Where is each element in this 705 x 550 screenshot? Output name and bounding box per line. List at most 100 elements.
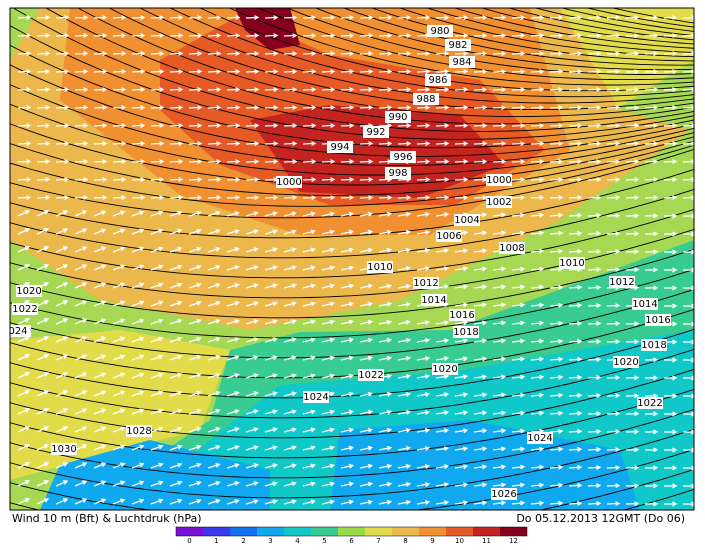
wind-arrow — [435, 105, 450, 111]
wind-arrow — [93, 480, 107, 487]
wind-arrow — [169, 87, 184, 93]
wind-arrow — [245, 87, 260, 93]
wind-arrow — [397, 15, 412, 21]
wind-arrow — [131, 87, 146, 93]
wind-arrow — [93, 246, 107, 253]
wind-arrow — [36, 105, 51, 111]
wind-arrow — [112, 105, 127, 111]
wind-arrow — [530, 230, 545, 236]
wind-arrow — [606, 321, 621, 327]
isobar-label-bg — [427, 25, 453, 37]
wind-arrow — [492, 464, 507, 470]
wind-arrow — [416, 356, 431, 361]
wind-arrow — [416, 51, 431, 57]
wind-arrow — [530, 356, 545, 362]
wind-arrow — [568, 428, 583, 434]
wind-arrow — [625, 231, 640, 237]
wind-arrow — [226, 463, 240, 469]
wind-arrow — [416, 212, 431, 217]
isobar-label: 1030 — [51, 444, 76, 455]
wind-arrow — [359, 319, 374, 325]
wind-arrow — [340, 159, 355, 165]
wind-arrow — [131, 141, 146, 147]
wind-arrow — [416, 15, 431, 21]
isobar-label-bg — [327, 141, 353, 153]
wind-arrow — [644, 447, 659, 453]
wind-arrow — [587, 141, 602, 147]
wind-arrow — [188, 246, 202, 253]
wind-arrow — [36, 177, 51, 183]
wind-arrow — [340, 499, 355, 505]
wind-arrow — [473, 410, 488, 416]
wind-arrow — [587, 465, 602, 470]
wind-arrow — [188, 69, 203, 75]
wind-arrow — [226, 247, 240, 253]
wind-arrow — [264, 195, 279, 201]
wind-arrow — [378, 105, 393, 111]
wind-arrow — [473, 266, 488, 272]
wind-arrow — [264, 463, 278, 469]
wind-arrow — [530, 69, 545, 75]
wind-arrow — [207, 282, 221, 289]
isobar-label: 984 — [452, 57, 471, 68]
wind-arrow — [226, 229, 240, 235]
isobar-label-bg — [390, 151, 416, 163]
wind-arrow — [549, 123, 564, 129]
wind-arrow — [378, 51, 393, 57]
wind-arrow — [378, 211, 393, 217]
wind-arrow — [587, 267, 602, 272]
wind-arrow — [36, 426, 50, 433]
wind-arrow — [283, 445, 297, 451]
wind-arrow — [454, 428, 469, 434]
isobar-label: 996 — [393, 152, 412, 163]
wind-arrow — [283, 301, 297, 307]
wind-arrow — [17, 141, 32, 147]
wind-arrow — [378, 481, 393, 487]
isobar-label-bg — [432, 363, 458, 375]
wind-arrow — [245, 51, 260, 57]
wind-arrow — [492, 410, 507, 416]
wind-arrow — [435, 159, 450, 165]
wind-arrow — [549, 500, 564, 506]
wind-arrow — [245, 105, 260, 111]
wind-arrow — [549, 482, 564, 488]
wind-arrow — [473, 248, 488, 254]
wind-arrow — [397, 105, 412, 111]
wind-arrow — [492, 374, 507, 380]
wind-arrow — [473, 302, 488, 308]
wind-arrow — [112, 264, 126, 271]
wind-arrow — [131, 210, 145, 217]
wind-arrow — [17, 33, 32, 39]
legend-tick: 9 — [430, 537, 434, 545]
wind-arrow — [416, 410, 431, 415]
wind-arrow — [207, 462, 221, 469]
wind-arrow — [74, 372, 88, 379]
wind-arrow — [473, 320, 488, 326]
wind-arrow — [663, 123, 678, 129]
wind-arrow — [359, 211, 374, 217]
wind-arrow — [112, 33, 127, 39]
wind-arrow — [473, 374, 488, 380]
wind-arrow — [74, 462, 88, 469]
wind-arrow — [226, 177, 241, 183]
wind-arrow — [606, 141, 621, 147]
wind-arrow — [17, 354, 31, 361]
wind-arrow — [549, 248, 564, 254]
wind-arrow — [93, 336, 107, 343]
wind-arrow — [302, 355, 316, 361]
wind-arrow — [492, 284, 507, 290]
wind-arrow — [150, 246, 164, 253]
wind-arrow — [511, 123, 526, 129]
wind-arrow — [302, 445, 316, 451]
wind-arrow — [511, 338, 526, 344]
wind-arrow — [473, 159, 488, 165]
wind-arrow — [150, 228, 164, 235]
legend-swatch — [284, 527, 311, 536]
wind-arrow — [188, 498, 202, 505]
wind-arrow — [530, 392, 545, 398]
wind-arrow — [644, 411, 659, 417]
wind-arrow — [511, 302, 526, 308]
wind-arrow — [321, 445, 336, 451]
wind-arrow — [74, 498, 88, 505]
wind-arrow — [74, 408, 88, 415]
